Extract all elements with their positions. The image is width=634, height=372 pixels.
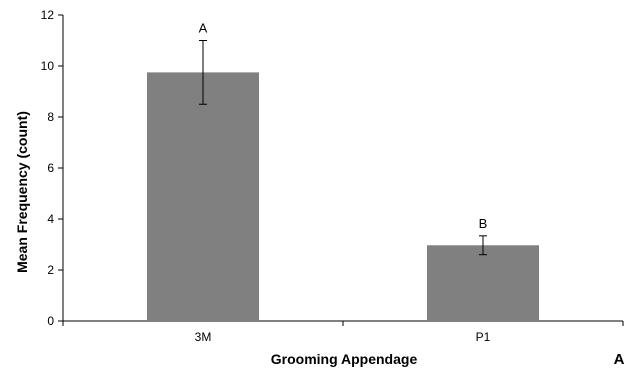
y-tick-label: 12 — [41, 8, 55, 22]
y-tick-label: 8 — [47, 110, 54, 124]
x-ticks: 3M P1 — [62, 321, 624, 344]
data-labels: AB — [199, 21, 488, 231]
bars — [147, 72, 539, 321]
x-tick-label: 3M — [195, 330, 212, 344]
error-bars — [199, 40, 487, 256]
y-tick-label: 0 — [47, 314, 54, 328]
y-tick-label: 6 — [47, 161, 54, 175]
y-tick-label: 4 — [47, 212, 54, 226]
bar-3m — [147, 72, 259, 321]
bar-p1 — [427, 245, 539, 321]
panel-label: A — [614, 351, 625, 368]
data-label-3m: A — [199, 21, 208, 36]
y-axis-title: Mean Frequency (count) — [14, 111, 30, 273]
y-tick-label: 10 — [41, 59, 55, 73]
data-label-p1: B — [479, 216, 488, 231]
x-axis-title: Grooming Appendage — [271, 351, 418, 367]
y-tick-label: 2 — [47, 263, 54, 277]
x-tick-label: P1 — [476, 330, 491, 344]
y-ticks: 0 2 4 6 8 10 12 — [41, 8, 63, 328]
